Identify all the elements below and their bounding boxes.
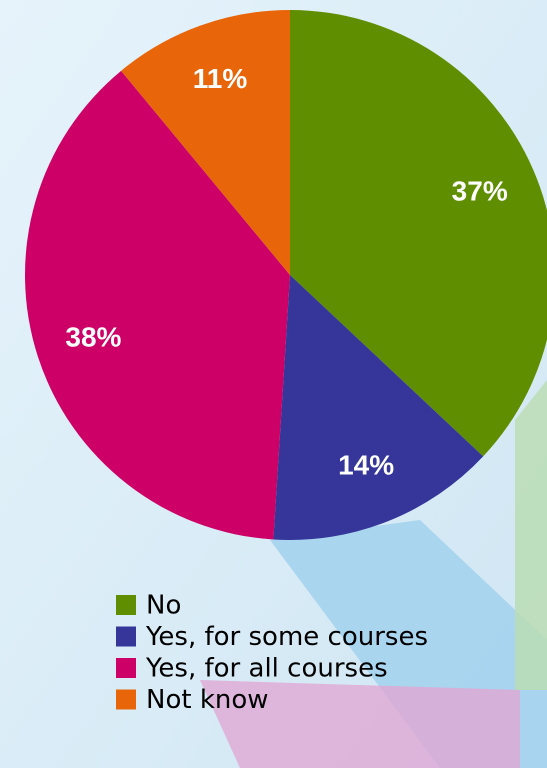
legend-label: No xyxy=(146,591,181,621)
legend-label: Yes, for some courses xyxy=(145,622,428,652)
chart: 37% 14% 38% 11% NoYes, for some coursesYes,… xyxy=(0,0,547,768)
page: 37% 14% 38% 11% NoYes, for some coursesYes,… xyxy=(0,0,547,768)
legend-swatch xyxy=(116,595,136,615)
value-label: 11% xyxy=(193,63,248,94)
legend-label: Not know xyxy=(146,685,269,715)
legend-label: Yes, for all courses xyxy=(145,654,388,684)
pie: 37% 14% 38% 11% xyxy=(25,10,547,540)
value-label: 38% xyxy=(65,321,121,352)
legend-swatch xyxy=(116,627,136,647)
legend-swatch xyxy=(116,658,136,678)
value-label: 14% xyxy=(338,450,394,481)
value-label: 37% xyxy=(452,175,508,206)
decor xyxy=(515,380,547,690)
legend-swatch xyxy=(116,690,136,710)
